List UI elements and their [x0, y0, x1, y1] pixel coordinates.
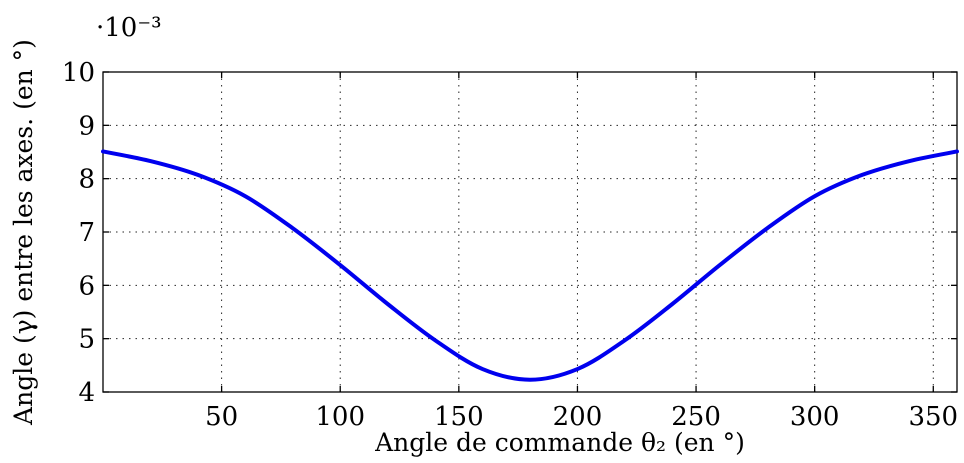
- y-tick-label: 9: [78, 111, 95, 141]
- series-group: [101, 149, 959, 382]
- y-tick-label: 4: [78, 378, 95, 408]
- x-axis-title: Angle de commande θ₂ (en °): [374, 428, 745, 457]
- x-tick-label: 50: [205, 402, 238, 432]
- y-tick-label: 6: [78, 271, 95, 301]
- y-tick-label: 5: [78, 325, 95, 355]
- axis-ticks: [103, 71, 957, 393]
- plot-frame: [102, 71, 958, 393]
- x-tick-label: 100: [315, 402, 365, 432]
- x-tick-label: 300: [790, 402, 840, 432]
- series-line: [101, 149, 959, 382]
- x-tick-label: 250: [671, 402, 721, 432]
- y-tick-label: 8: [78, 165, 95, 195]
- grid: [103, 72, 957, 392]
- y-multiplier: ·10⁻³: [96, 13, 162, 43]
- x-tick-label: 150: [434, 402, 484, 432]
- x-tick-label: 350: [908, 402, 958, 432]
- y-tick-label: 7: [78, 218, 95, 248]
- x-tick-label: 200: [553, 402, 603, 432]
- y-axis-title: Angle (γ) entre les axes. (en °): [9, 39, 38, 426]
- y-tick-label: 10: [62, 58, 95, 88]
